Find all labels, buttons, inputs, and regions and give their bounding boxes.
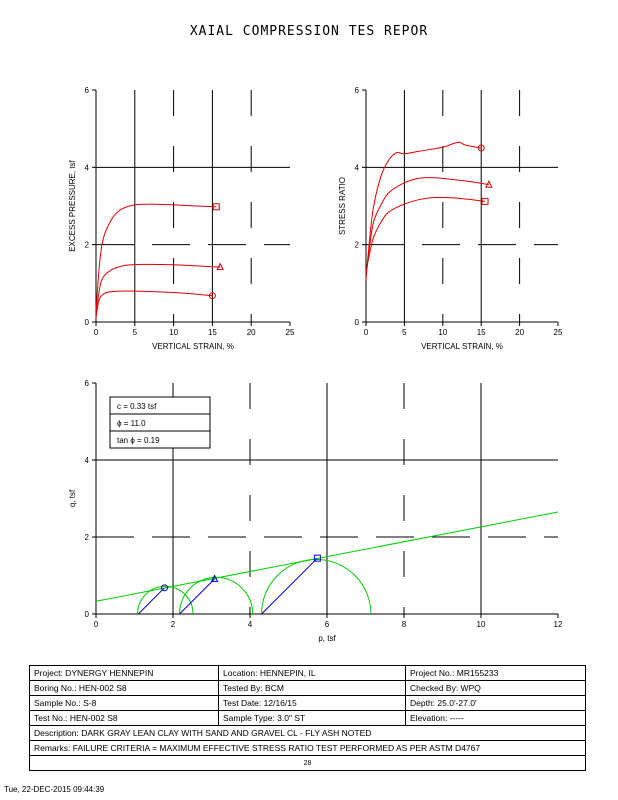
y-axis-label: EXCESS PRESSURE, tsf <box>68 159 77 251</box>
x-tick-label: 4 <box>248 620 253 629</box>
stress-path-marker <box>161 584 169 592</box>
series-curve <box>365 196 486 272</box>
x-tick-label: 15 <box>477 328 486 337</box>
series-marker <box>485 180 493 188</box>
x-tick-label: 10 <box>477 620 486 629</box>
x-tick-label: 0 <box>364 328 369 337</box>
report-title: XAIAL COMPRESSION TES REPOR <box>189 24 429 39</box>
y-axis-label: q, tsf <box>68 489 77 507</box>
stress-path-marker <box>210 574 219 582</box>
series-curve <box>95 290 213 319</box>
x-tick-label: 0 <box>94 328 99 337</box>
x-tick-label: 25 <box>286 328 295 337</box>
depth-cell: Depth: 25.0'-27.0' <box>405 695 586 711</box>
series-marker <box>216 262 224 271</box>
project-cell: Project: DYNERGY HENNEPIN <box>29 665 219 681</box>
stress-path <box>137 587 165 615</box>
x-tick-label: 20 <box>247 328 256 337</box>
param-text: ϕ = 11.0 <box>117 419 146 428</box>
test-no-cell: Test No.: HEN-002 S8 <box>29 710 219 726</box>
boring-no-cell: Boring No.: HEN-002 S8 <box>29 680 219 696</box>
elevation-cell: Elevation: ----- <box>405 710 586 726</box>
x-tick-label: 20 <box>515 328 524 337</box>
x-tick-label: 12 <box>554 620 563 629</box>
series-marker <box>477 144 485 152</box>
pq-chart: 0 2 4 6 8 10 12 0 2 4 6 p, tsf q, tsf c = 0.33 tsf ϕ =… <box>68 379 563 643</box>
series-curve <box>365 141 482 280</box>
series-curve <box>365 177 489 276</box>
stress-path <box>261 557 318 615</box>
location-cell: Location: HENNEPIN, IL <box>218 665 406 681</box>
y-tick-label: 4 <box>355 163 360 172</box>
sample-info-table: Project: DYNERGY HENNEPIN Location: HENN… <box>29 665 586 771</box>
footer-code-cell: 28 <box>29 755 586 771</box>
sample-no-cell: Sample No.: S-8 <box>29 695 219 711</box>
stress-ratio-chart: 0 5 10 15 20 25 0 2 4 6 VERTICAL STRAIN, % STRESS R… <box>338 86 563 351</box>
x-axis-label: VERTICAL STRAIN, % <box>421 342 503 351</box>
y-tick-label: 4 <box>85 163 90 172</box>
x-tick-label: 10 <box>169 328 178 337</box>
y-tick-label: 0 <box>85 610 90 619</box>
x-tick-label: 6 <box>325 620 330 629</box>
series-curve <box>95 263 221 315</box>
mohr-circle <box>261 558 372 615</box>
test-date-cell: Test Date: 12/16/15 <box>218 695 406 711</box>
x-tick-label: 5 <box>402 328 407 337</box>
checked-by-cell: Checked By: WPQ <box>405 680 586 696</box>
series-curve <box>95 203 217 311</box>
project-no-cell: Project No.: MR155233 <box>405 665 586 681</box>
series-marker <box>208 292 216 300</box>
y-tick-label: 6 <box>85 86 90 95</box>
y-tick-label: 2 <box>355 241 360 250</box>
y-tick-label: 4 <box>85 456 90 465</box>
x-tick-label: 25 <box>554 328 563 337</box>
x-axis-label: VERTICAL STRAIN, % <box>152 342 234 351</box>
x-axis-label: p, tsf <box>318 634 336 643</box>
failure-envelope <box>95 511 559 602</box>
param-text: c = 0.33 tsf <box>117 402 157 411</box>
series-marker <box>481 197 489 205</box>
x-tick-label: 10 <box>438 328 447 337</box>
print-timestamp: Tue, 22-DEC-2015 09:44:39 <box>4 785 105 794</box>
series-marker <box>212 203 220 211</box>
remarks-cell: Remarks: FAILURE CRITERIA = MAXIMUM EFFE… <box>29 740 586 756</box>
param-text: tan ϕ = 0.19 <box>117 436 160 445</box>
x-tick-label: 0 <box>94 620 99 629</box>
x-tick-label: 8 <box>402 620 407 629</box>
y-tick-label: 0 <box>355 318 360 327</box>
stress-path-marker <box>313 554 321 562</box>
y-tick-label: 2 <box>85 241 90 250</box>
excess-pressure-chart: 0 5 10 15 20 25 0 2 4 6 VERTICAL STRAIN, % EXCESS P… <box>68 86 295 351</box>
description-cell: Description: DARK GRAY LEAN CLAY WITH SA… <box>29 725 586 741</box>
tested-by-cell: Tested By: BCM <box>218 680 406 696</box>
y-tick-label: 0 <box>85 318 90 327</box>
x-tick-label: 15 <box>208 328 217 337</box>
stress-path <box>179 578 215 615</box>
x-tick-label: 5 <box>133 328 138 337</box>
sample-type-cell: Sample Type: 3.0" ST <box>218 710 406 726</box>
y-axis-label: STRESS RATIO <box>338 177 347 235</box>
y-tick-label: 2 <box>85 533 90 542</box>
y-tick-label: 6 <box>355 86 360 95</box>
param-box-row <box>109 430 211 449</box>
y-tick-label: 6 <box>85 379 90 388</box>
x-tick-label: 2 <box>171 620 176 629</box>
